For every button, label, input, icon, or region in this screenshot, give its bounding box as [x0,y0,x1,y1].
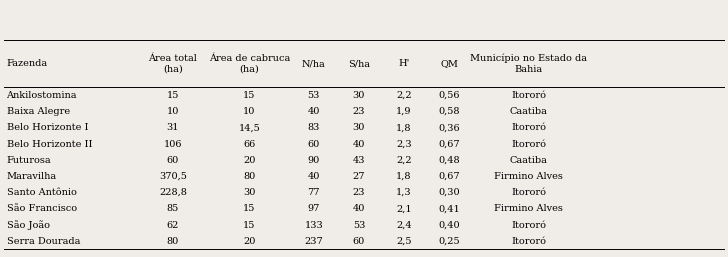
Text: Belo Horizonte II: Belo Horizonte II [7,140,92,149]
Text: 10: 10 [243,107,256,116]
Text: 15: 15 [243,91,256,100]
Text: Futurosa: Futurosa [7,156,51,165]
Text: 60: 60 [167,156,179,165]
Text: 23: 23 [352,107,365,116]
Text: Itororó: Itororó [511,123,547,132]
Text: Área total
(ha): Área total (ha) [149,53,197,74]
Text: Itororó: Itororó [511,237,547,246]
Text: Município no Estado da
Bahia: Município no Estado da Bahia [470,53,587,74]
Text: 228,8: 228,8 [159,188,187,197]
Text: Caatiba: Caatiba [510,107,548,116]
Text: 80: 80 [167,237,179,246]
Text: 60: 60 [353,237,365,246]
Text: 2,2: 2,2 [396,156,412,165]
Text: 1,9: 1,9 [396,107,412,116]
Text: Itororó: Itororó [511,91,547,100]
Text: 133: 133 [304,221,323,230]
Text: 0,48: 0,48 [438,156,460,165]
Text: Itororó: Itororó [511,188,547,197]
Text: 90: 90 [308,156,320,165]
Text: 30: 30 [353,123,365,132]
Text: Firmino Alves: Firmino Alves [494,204,563,213]
Text: Firmino Alves: Firmino Alves [494,172,563,181]
Text: 62: 62 [167,221,179,230]
Text: 1,3: 1,3 [396,188,412,197]
Text: 2,5: 2,5 [396,237,412,246]
Text: Fazenda: Fazenda [7,59,47,68]
Text: Santo Antônio: Santo Antônio [7,188,76,197]
Text: 2,1: 2,1 [396,204,412,213]
Text: São Francisco: São Francisco [7,204,76,213]
Text: 0,30: 0,30 [438,188,460,197]
Text: Baixa Alegre: Baixa Alegre [7,107,70,116]
Text: 15: 15 [243,221,256,230]
Text: 2,2: 2,2 [396,91,412,100]
Text: 20: 20 [243,156,256,165]
Text: 15: 15 [167,91,179,100]
Text: 80: 80 [243,172,256,181]
Text: 106: 106 [164,140,182,149]
Text: 83: 83 [308,123,320,132]
Text: 0,25: 0,25 [438,237,460,246]
Text: 30: 30 [243,188,256,197]
Text: Maravilha: Maravilha [7,172,57,181]
Text: 0,58: 0,58 [438,107,460,116]
Text: 1,8: 1,8 [396,123,412,132]
Text: 40: 40 [353,140,365,149]
Text: N/ha: N/ha [302,59,325,68]
Text: 31: 31 [167,123,179,132]
Text: 10: 10 [167,107,179,116]
Text: 0,67: 0,67 [438,140,460,149]
Text: 20: 20 [243,237,256,246]
Text: Belo Horizonte I: Belo Horizonte I [7,123,88,132]
Text: 30: 30 [353,91,365,100]
Text: 27: 27 [352,172,365,181]
Text: 60: 60 [308,140,320,149]
Text: 53: 53 [353,221,365,230]
Text: 43: 43 [352,156,365,165]
Text: 1,8: 1,8 [396,172,412,181]
Text: 0,41: 0,41 [438,204,460,213]
Text: São João: São João [7,220,50,230]
Text: 0,40: 0,40 [438,221,460,230]
Text: 2,4: 2,4 [396,221,412,230]
Text: Área de cabruca
(ha): Área de cabruca (ha) [209,53,290,74]
Text: 15: 15 [243,204,256,213]
Text: 0,67: 0,67 [438,172,460,181]
Text: 0,36: 0,36 [438,123,460,132]
Text: 97: 97 [308,204,320,213]
Text: 40: 40 [308,107,320,116]
Text: 14,5: 14,5 [239,123,260,132]
Text: 23: 23 [352,188,365,197]
Text: 85: 85 [167,204,179,213]
Text: Caatiba: Caatiba [510,156,548,165]
Text: 77: 77 [307,188,320,197]
Text: H': H' [398,59,410,68]
Text: Ankilostomina: Ankilostomina [7,91,77,100]
Text: QM: QM [440,59,458,68]
Text: 0,56: 0,56 [438,91,460,100]
Text: S/ha: S/ha [348,59,370,68]
Text: 40: 40 [308,172,320,181]
Text: 237: 237 [304,237,323,246]
Text: 53: 53 [308,91,320,100]
Text: 370,5: 370,5 [159,172,187,181]
Text: 2,3: 2,3 [396,140,412,149]
Text: Itororó: Itororó [511,221,547,230]
Text: 66: 66 [243,140,256,149]
Text: Serra Dourada: Serra Dourada [7,237,80,246]
Text: Itororó: Itororó [511,140,547,149]
Text: 40: 40 [353,204,365,213]
